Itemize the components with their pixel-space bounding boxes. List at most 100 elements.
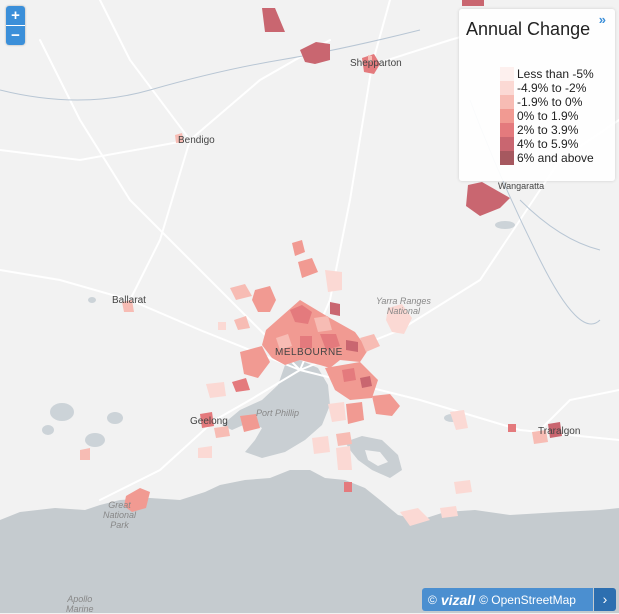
region-sa2 bbox=[218, 322, 226, 330]
attribution-expand-icon[interactable]: › bbox=[594, 588, 616, 611]
region-sa2 bbox=[532, 430, 548, 444]
region-sa2 bbox=[122, 300, 134, 312]
region-sa2 bbox=[232, 378, 250, 392]
region-sa2 bbox=[320, 334, 340, 350]
place-label-geelong: Geelong bbox=[190, 416, 228, 427]
legend-label: 4% to 5.9% bbox=[517, 137, 579, 151]
region-sa2 bbox=[124, 488, 150, 512]
region-sa2 bbox=[360, 376, 372, 388]
legend-item: 6% and above bbox=[500, 151, 594, 165]
legend-swatch bbox=[500, 151, 514, 165]
region-sa2 bbox=[290, 305, 312, 324]
vizall-logo[interactable]: vizall bbox=[440, 591, 476, 608]
place-label-shepparton: Shepparton bbox=[350, 58, 402, 69]
region-sa2 bbox=[230, 284, 252, 300]
copyright-symbol: © bbox=[428, 592, 437, 607]
region-sa2 bbox=[330, 302, 340, 316]
region-sa2 bbox=[466, 182, 510, 216]
legend-label: Less than -5% bbox=[517, 67, 594, 81]
region-sa2 bbox=[262, 8, 285, 32]
region-sa2 bbox=[252, 286, 276, 312]
port-phillip-bay bbox=[222, 360, 330, 458]
great-otway-line3: Park bbox=[110, 520, 129, 530]
region-sa2 bbox=[328, 402, 346, 422]
great-otway-line1: Great bbox=[108, 500, 131, 510]
region-sa2 bbox=[80, 448, 90, 460]
legend-label: -1.9% to 0% bbox=[517, 95, 583, 109]
region-sa2 bbox=[360, 334, 380, 352]
region-sa2 bbox=[198, 446, 212, 458]
place-label-ballarat: Ballarat bbox=[112, 295, 146, 306]
region-sa2 bbox=[240, 414, 260, 432]
region-sa2 bbox=[346, 340, 358, 352]
region-sa2 bbox=[312, 436, 330, 454]
legend-swatch bbox=[500, 123, 514, 137]
region-sa2 bbox=[454, 480, 472, 494]
region-sa2 bbox=[342, 368, 356, 382]
legend-label: 6% and above bbox=[517, 151, 594, 165]
legend-label: 0% to 1.9% bbox=[517, 109, 579, 123]
yarra-ranges-line2: National bbox=[386, 306, 420, 316]
region-sa2 bbox=[344, 482, 352, 492]
place-label-yarra-ranges: Yarra Ranges National bbox=[376, 296, 431, 316]
apollo-line1: Apollo bbox=[67, 594, 93, 604]
place-label-traralgon: Traralgon bbox=[538, 426, 581, 437]
region-sa2 bbox=[386, 304, 412, 334]
yarra-ranges-line1: Yarra Ranges bbox=[376, 296, 431, 306]
legend-items: Less than -5% -4.9% to -2% -1.9% to 0% 0… bbox=[500, 67, 594, 165]
legend-item: 4% to 5.9% bbox=[500, 137, 594, 151]
legend-swatch bbox=[500, 81, 514, 95]
region-sa2 bbox=[548, 422, 562, 438]
place-label-bendigo: Bendigo bbox=[178, 135, 215, 146]
great-otway-line2: National bbox=[103, 510, 137, 520]
zoom-control: + − bbox=[6, 6, 25, 45]
region-sa2 bbox=[200, 412, 214, 428]
place-label-port-phillip: Port Phillip bbox=[256, 408, 300, 418]
region-sa2 bbox=[234, 316, 250, 330]
legend-swatch bbox=[500, 67, 514, 81]
region-sa2 bbox=[240, 346, 270, 378]
region-sa2 bbox=[325, 270, 342, 292]
region-sa2 bbox=[298, 258, 318, 278]
place-label-wangaratta: Wangaratta bbox=[498, 181, 545, 191]
zoom-in-button[interactable]: + bbox=[6, 6, 25, 25]
regions bbox=[80, 0, 562, 526]
region-sa2 bbox=[175, 133, 184, 143]
legend-item: 0% to 1.9% bbox=[500, 109, 594, 123]
region-sa2 bbox=[362, 54, 380, 74]
place-label-apollo-marine: Apollo Marine bbox=[66, 594, 94, 614]
legend-label: -4.9% to -2% bbox=[517, 81, 587, 95]
french-island bbox=[365, 450, 388, 466]
region-sa2 bbox=[372, 394, 400, 416]
region-sa2 bbox=[300, 42, 330, 64]
zoom-out-button[interactable]: − bbox=[6, 25, 25, 45]
osm-attribution-link[interactable]: © OpenStreetMap bbox=[479, 592, 576, 607]
attribution-bar[interactable]: © vizall © OpenStreetMap bbox=[422, 588, 593, 611]
region-sa2 bbox=[292, 240, 305, 256]
region-sa2 bbox=[262, 300, 368, 368]
region-sa2 bbox=[276, 334, 292, 350]
legend-collapse-icon[interactable]: » bbox=[598, 12, 606, 27]
apollo-line2: Marine bbox=[66, 604, 94, 614]
region-sa2 bbox=[206, 382, 226, 398]
place-label-great-otway: Great National Park bbox=[103, 500, 136, 530]
lakes bbox=[42, 221, 515, 447]
legend-swatch bbox=[500, 95, 514, 109]
region-sa2 bbox=[462, 0, 484, 6]
region-sa2 bbox=[336, 432, 352, 446]
region-sa2 bbox=[314, 316, 332, 332]
region-sa2 bbox=[325, 362, 378, 400]
legend-item: -4.9% to -2% bbox=[500, 81, 594, 95]
region-sa2 bbox=[368, 55, 372, 62]
legend-label: 2% to 3.9% bbox=[517, 123, 579, 137]
region-sa2 bbox=[450, 410, 468, 430]
region-sa2 bbox=[214, 426, 230, 438]
legend-swatch bbox=[500, 137, 514, 151]
legend-item: 2% to 3.9% bbox=[500, 123, 594, 137]
legend-item: Less than -5% bbox=[500, 67, 594, 81]
region-sa2 bbox=[508, 424, 516, 432]
region-sa2 bbox=[440, 506, 458, 518]
legend-panel: Annual Change » Less than -5% -4.9% to -… bbox=[459, 9, 615, 181]
region-sa2 bbox=[400, 508, 430, 526]
place-label-melbourne: MELBOURNE bbox=[275, 347, 343, 358]
